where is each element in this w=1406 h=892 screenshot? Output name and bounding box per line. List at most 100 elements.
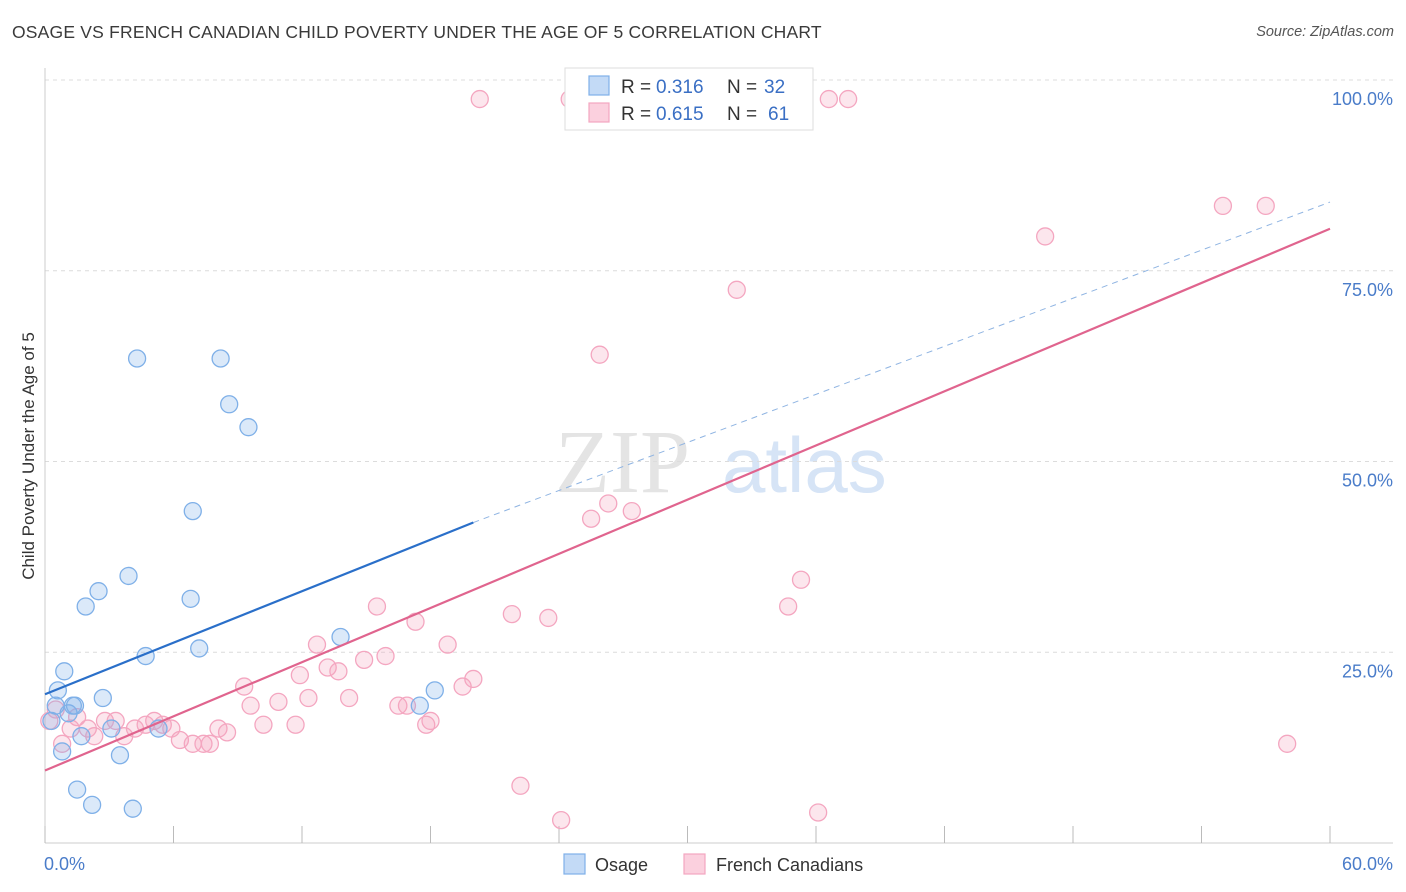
french-canadians-point-18 (200, 734, 220, 753)
legend-french-r-value: 0.615 (656, 104, 704, 125)
osage-point-8 (67, 780, 87, 799)
legend-osage-n-label: N = (727, 77, 757, 98)
french-canadians-point-63 (1278, 734, 1297, 753)
bottom-legend: Osage French Canadians (563, 853, 863, 875)
bottom-legend-swatch-french-canadians (683, 853, 706, 875)
french-canadians-point-20 (217, 723, 237, 742)
legend-osage-r-value: 0.316 (656, 77, 704, 98)
y-tick-label-3: 100.0% (1332, 89, 1393, 109)
legend-french-n-value: 61 (768, 104, 789, 125)
chart-title: OSAGE VS FRENCH CANADIAN CHILD POVERTY U… (12, 22, 822, 42)
french-canadians-point-45 (511, 776, 530, 795)
french-canadians-point-61 (1213, 196, 1233, 216)
french-canadians-point-36 (397, 696, 417, 715)
french-canadians-point-39 (421, 711, 440, 731)
french-canadians-point-32 (354, 650, 374, 670)
chart-source: Source: ZipAtlas.com (1256, 24, 1394, 40)
x-tick-label-max: 60.0% (1342, 854, 1393, 874)
osage-point-2 (48, 681, 67, 700)
french-canadians-point-54 (727, 280, 746, 299)
osage-point-11 (82, 795, 102, 814)
legend-swatch-osage (588, 75, 610, 96)
french-canadians-point-33 (367, 597, 387, 616)
osage-point-24 (211, 349, 230, 368)
bottom-legend-french-canadians: French Canadians (716, 855, 863, 875)
osage-point-10 (76, 597, 95, 616)
osage-point-12 (89, 582, 108, 601)
french-canadians-point-46 (539, 608, 558, 628)
osage-point-25 (220, 395, 239, 414)
legend-swatch-french-canadians (588, 102, 610, 123)
legend-osage-n-value: 32 (764, 77, 785, 98)
french-canadians-point-2 (52, 734, 72, 753)
french-canadians-trend-line (44, 227, 1331, 772)
french-canadians-point-17 (194, 734, 213, 753)
osage-point-14 (102, 719, 121, 738)
osage-point-28 (410, 696, 429, 715)
french-canadians-point-43 (470, 89, 489, 109)
french-canadians-point-58 (819, 89, 838, 109)
watermark-atlas: atlas (722, 421, 887, 509)
french-canadians-point-25 (286, 715, 305, 734)
y-tick-label-1: 50.0% (1342, 471, 1393, 491)
watermark-zip: ZIP (555, 413, 690, 512)
french-canadians-point-49 (581, 509, 601, 528)
osage-point-15 (110, 746, 130, 765)
french-canadians-point-30 (329, 662, 348, 681)
osage-point-3 (52, 742, 72, 761)
french-canadians-point-55 (779, 597, 798, 616)
legend-osage-r-label: R = (621, 77, 651, 98)
gridlines (45, 79, 1393, 653)
french-canadians-point-6 (85, 727, 104, 746)
y-tick-labels: 25.0% 50.0% 75.0% 100.0% (1332, 89, 1393, 681)
french-canadians-point-47 (551, 810, 571, 830)
osage-point-7 (65, 696, 85, 715)
french-canadians-point-57 (808, 803, 828, 822)
french-canadians-point-44 (502, 604, 522, 624)
osage-trend-extension (473, 201, 1331, 524)
osage-trend-line (44, 521, 474, 696)
osage-point-4 (55, 662, 74, 681)
french-canadians-point-28 (307, 635, 327, 654)
french-canadians-point-34 (376, 646, 395, 666)
osage-point-17 (123, 799, 142, 818)
french-canadians-point-23 (254, 715, 273, 734)
bottom-legend-swatch-osage (563, 853, 586, 875)
osage-point-21 (181, 589, 200, 608)
french-canadians-point-59 (838, 89, 858, 109)
osage-point-0 (42, 711, 61, 731)
y-tick-label-2: 75.0% (1342, 280, 1393, 300)
french-canadians-point-51 (599, 494, 618, 513)
osage-point-26 (239, 418, 258, 437)
legend-french-r-label: R = (621, 104, 651, 125)
y-tick-label-0: 25.0% (1342, 661, 1393, 681)
french-canadians-point-62 (1256, 196, 1275, 216)
french-canadians-point-26 (290, 665, 310, 685)
french-canadians-point-50 (590, 345, 609, 364)
osage-point-16 (119, 566, 138, 586)
osage-point-23 (190, 639, 209, 658)
french-canadians-point-22 (241, 696, 260, 715)
osage-point-18 (127, 349, 147, 368)
french-canadians-point-29 (318, 658, 337, 677)
osage-point-29 (425, 681, 444, 700)
legend-french-n-label: N = (727, 104, 757, 125)
french-canadians-point-40 (438, 635, 457, 654)
osage-point-22 (183, 501, 202, 521)
french-canadians-point-24 (269, 692, 288, 711)
x-tick-label-min: 0.0% (44, 854, 85, 874)
french-canadians-point-60 (1036, 227, 1055, 246)
osage-point-9 (72, 727, 91, 746)
legend: R = 0.316 N = 32 R = 0.615 N = 61 (564, 67, 814, 131)
y-axis-label: Child Poverty Under the Age of 5 (19, 332, 38, 580)
french-canadians-point-56 (791, 570, 811, 589)
french-canadians-point-52 (622, 501, 641, 521)
osage-point-13 (93, 688, 112, 708)
bottom-legend-osage: Osage (595, 855, 648, 875)
french-canadians-point-42 (464, 669, 483, 689)
french-canadians-point-31 (339, 688, 359, 708)
axes (44, 68, 1393, 844)
french-canadians-point-27 (299, 688, 318, 708)
trend-lines (44, 201, 1331, 772)
